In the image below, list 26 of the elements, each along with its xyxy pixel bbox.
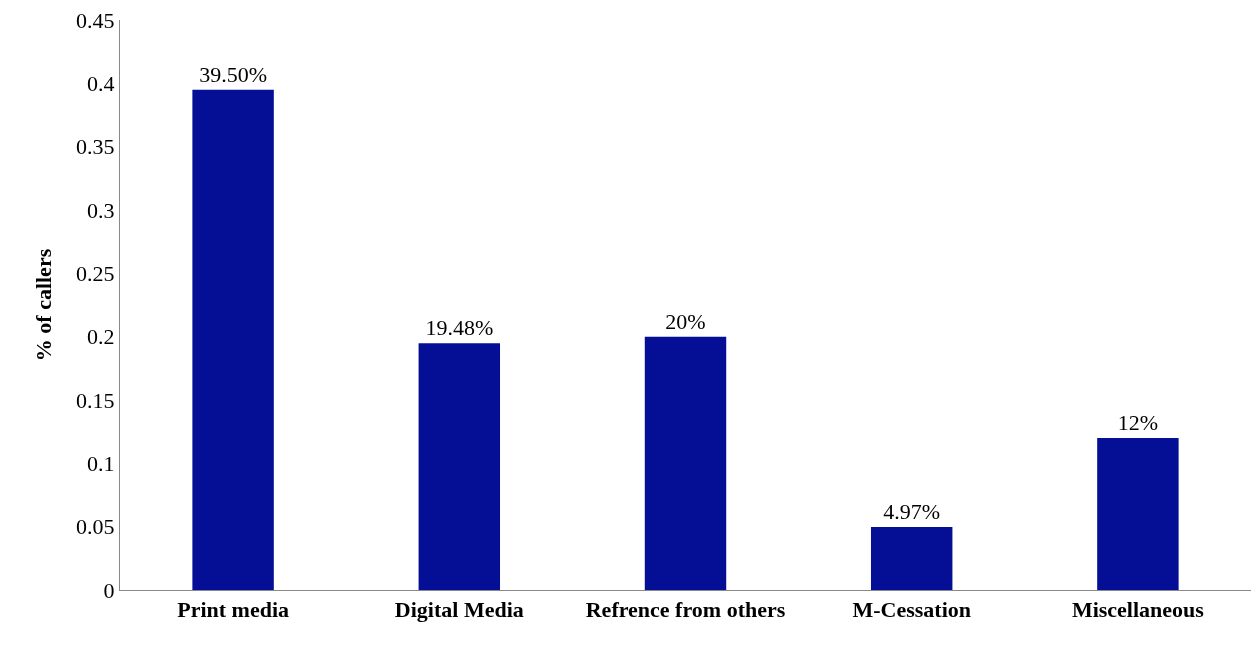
- data-label: 12%: [1117, 410, 1159, 435]
- y-tick-label: 0.1: [87, 451, 115, 477]
- y-tick-label: 0.45: [76, 7, 115, 33]
- x-tick-label: Miscellaneous: [1071, 597, 1205, 623]
- x-tick-label: M-Cessation: [852, 597, 971, 623]
- bar: [1097, 438, 1179, 590]
- y-tick-label: 0.3: [87, 197, 115, 223]
- x-tick-label: Refrence from others: [585, 597, 786, 623]
- data-label: 20%: [665, 308, 706, 334]
- bar: [192, 89, 274, 590]
- x-tick-label: Digital Media: [394, 597, 524, 623]
- bar: [870, 527, 953, 590]
- data-label: 4.97%: [883, 499, 941, 525]
- y-tick-label: 0.35: [76, 134, 115, 160]
- y-tick-label: 0.25: [76, 261, 115, 287]
- y-tick-label: 0.15: [76, 387, 115, 413]
- bar: [644, 336, 727, 590]
- x-tick-label: Print media: [177, 597, 290, 623]
- y-tick-label: 0.2: [87, 324, 115, 350]
- y-tick-label: 0.05: [76, 514, 115, 540]
- y-tick-label: 0.4: [87, 71, 115, 97]
- data-label: 19.48%: [425, 315, 494, 341]
- bar: [418, 343, 501, 590]
- y-axis-title: % of callers: [30, 248, 56, 362]
- y-tick-label: 0: [103, 577, 115, 603]
- data-label: 39.50%: [199, 61, 268, 87]
